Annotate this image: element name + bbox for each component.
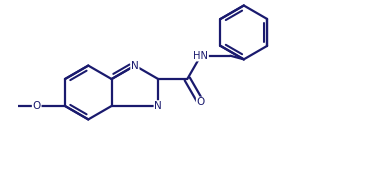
Text: N: N (131, 60, 139, 71)
Text: N: N (154, 101, 162, 111)
Text: O: O (197, 97, 205, 107)
Text: HN: HN (193, 51, 208, 61)
Text: O: O (33, 101, 41, 111)
